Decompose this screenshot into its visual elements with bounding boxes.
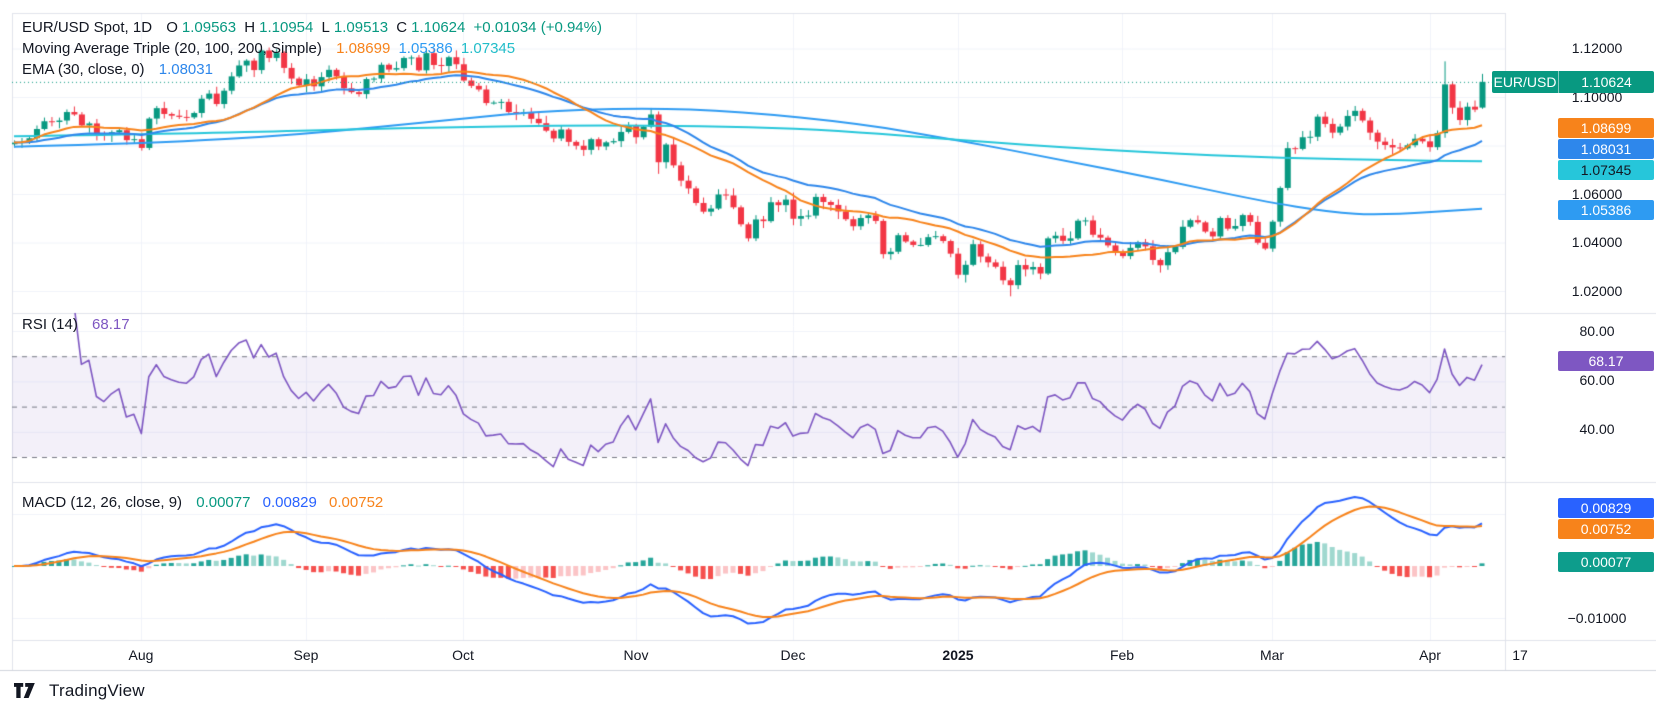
ma-triple-legend-row[interactable]: Moving Average Triple (20, 100, 200, Sim… — [22, 38, 606, 59]
change-value: +0.01034 (+0.94%) — [473, 19, 602, 36]
price-scale-badge: 1.08031 — [1558, 139, 1654, 159]
ema30-value: 1.08031 — [158, 61, 213, 78]
close-value: 1.10624 — [411, 19, 466, 36]
macd-line-value: 0.00829 — [262, 494, 317, 511]
sma200-value: 1.07345 — [460, 40, 516, 57]
macd-signal-value: 0.00752 — [329, 494, 384, 511]
price-axis-label: 1.10000 — [1571, 89, 1623, 105]
price-axis-label: 1.12000 — [1571, 40, 1623, 56]
price-scale-badge: 0.00829 — [1558, 498, 1654, 518]
rsi-legend-row[interactable]: RSI (14) 68.17 — [22, 316, 130, 333]
time-axis-label: Oct — [452, 647, 474, 663]
ema-legend-row[interactable]: EMA (30, close, 0) 1.08031 — [22, 59, 606, 80]
high-label: H — [244, 19, 256, 36]
time-axis-label: Apr — [1419, 647, 1441, 663]
rsi-axis-label: 80.00 — [1579, 323, 1615, 339]
macd-axis-label: −0.01000 — [1567, 610, 1627, 626]
time-axis-label: Dec — [780, 647, 806, 663]
price-scale-badge: 1.08699 — [1558, 118, 1654, 138]
rsi-axis-label: 40.00 — [1579, 421, 1615, 437]
open-label: O — [166, 19, 178, 36]
price-scale-badge: 1.07345 — [1558, 160, 1654, 180]
price-scale-badge: 1.05386 — [1558, 200, 1654, 220]
tradingview-logo-link[interactable]: TradingView — [14, 681, 145, 701]
ema-title: EMA (30, close, 0) — [22, 61, 145, 78]
symbol-title: EUR/USD Spot, 1D — [22, 19, 153, 36]
time-axis-label: Feb — [1109, 647, 1135, 663]
price-scale-badge: 0.00077 — [1558, 552, 1654, 572]
time-axis-label: 2025 — [942, 647, 974, 663]
time-axis-label: 17 — [1512, 647, 1528, 663]
last-price-badge-symbol: EUR/USD — [1492, 71, 1559, 93]
time-axis-label: Nov — [623, 647, 649, 663]
time-axis-label: Sep — [293, 647, 319, 663]
price-axis-label: 1.06000 — [1571, 186, 1623, 202]
high-value: 1.10954 — [259, 19, 314, 36]
macd-title: MACD (12, 26, close, 9) — [22, 494, 183, 511]
last-price-badge: EUR/USD 1.10624 — [1492, 71, 1654, 93]
open-value: 1.09563 — [181, 19, 237, 36]
sma20-value: 1.08699 — [336, 40, 391, 57]
rsi-title: RSI (14) — [22, 316, 78, 333]
ma-triple-title: Moving Average Triple (20, 100, 200, Sim… — [22, 40, 322, 57]
low-label: L — [321, 19, 330, 36]
rsi-axis-label: 60.00 — [1579, 372, 1615, 388]
price-scale-badge: 0.00752 — [1558, 519, 1654, 539]
tradingview-logo-text: TradingView — [49, 681, 145, 700]
sma100-value: 1.05386 — [398, 40, 453, 57]
tradingview-logo-icon — [14, 683, 35, 698]
close-label: C — [396, 19, 408, 36]
last-price-badge-value: 1.10624 — [1581, 74, 1632, 90]
price-scale-badge: 68.17 — [1558, 351, 1654, 371]
time-axis-label: Mar — [1259, 647, 1285, 663]
low-value: 1.09513 — [333, 19, 389, 36]
time-axis-label: Aug — [128, 647, 154, 663]
main-legend: EUR/USD Spot, 1D O 1.09563 H 1.10954 L 1.09… — [22, 17, 606, 80]
macd-legend-row[interactable]: MACD (12, 26, close, 9) 0.00077 0.00829 … — [22, 494, 383, 511]
macd-hist-value: 0.00077 — [196, 494, 251, 511]
symbol-legend-row[interactable]: EUR/USD Spot, 1D O 1.09563 H 1.10954 L 1.09… — [22, 17, 606, 38]
price-axis-label: 1.04000 — [1571, 234, 1623, 250]
price-axis-label: 1.02000 — [1571, 283, 1623, 299]
rsi-value: 68.17 — [92, 316, 130, 333]
